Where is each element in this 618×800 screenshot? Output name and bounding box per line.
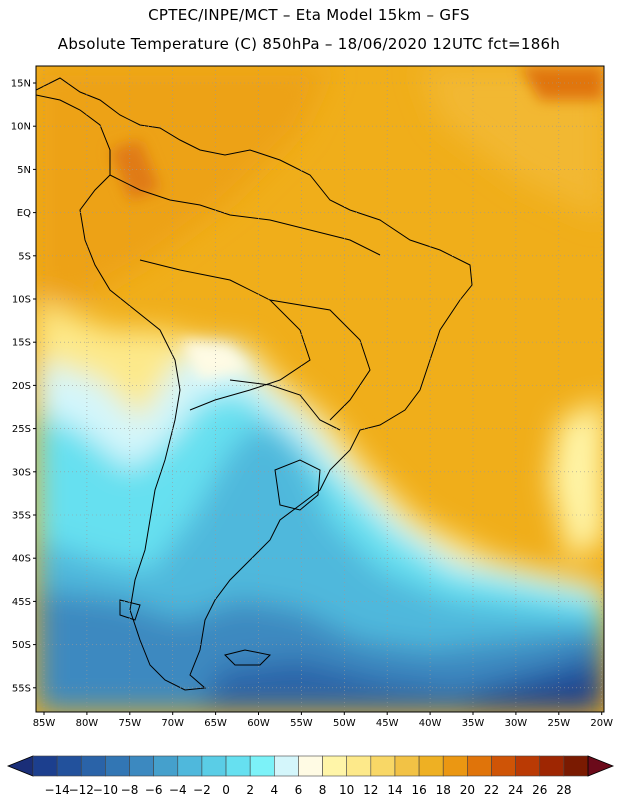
lat-label: 50S xyxy=(12,640,31,651)
lat-label: 45S xyxy=(12,597,31,608)
lat-label: 10S xyxy=(12,295,31,306)
lon-label: 30W xyxy=(505,718,528,729)
colorbar-swatch xyxy=(153,755,179,777)
colorbar-swatch xyxy=(346,755,372,777)
colorbar-label: 18 xyxy=(436,783,451,797)
colorbar-label: 28 xyxy=(556,783,571,797)
colorbar-swatch xyxy=(491,755,516,777)
colorbar: −14−12−10 −8 −6 −4 −2 0 2 4 6 8 10 12 14 16 18 20 22 24 26… xyxy=(6,755,615,797)
graticule xyxy=(36,66,604,712)
colorbar-label: 14 xyxy=(387,783,402,797)
lat-label: 5N xyxy=(17,165,31,176)
colorbar-swatch xyxy=(515,755,541,777)
colorbar-swatch xyxy=(201,755,227,777)
colorbar-label: 4 xyxy=(270,783,278,797)
lat-label: 25S xyxy=(12,424,31,435)
colorbar-label: −10 xyxy=(93,783,118,797)
colorbar-label: 16 xyxy=(411,783,426,797)
lat-label: 10N xyxy=(11,122,31,133)
colorbar-label: 12 xyxy=(363,783,378,797)
map-subtitle: Absolute Temperature (C) 850hPa – 18/06/… xyxy=(57,35,561,53)
lon-label: 40W xyxy=(419,718,442,729)
colorbar-label: 22 xyxy=(484,783,499,797)
colorbar-swatch xyxy=(80,755,106,777)
colorbar-swatch xyxy=(177,755,203,777)
lat-label: 5S xyxy=(18,251,31,262)
longitude-labels: 85W 80W 75W 70W 65W 60W 55W 50W 45W 40W 35W 30W 25W 2… xyxy=(33,712,613,729)
lon-label: 35W xyxy=(462,718,485,729)
colorbar-swatch xyxy=(225,755,251,777)
lat-label: 30S xyxy=(12,467,31,478)
lon-label: 65W xyxy=(204,718,227,729)
lat-label: 55S xyxy=(12,683,31,694)
lon-label: 50W xyxy=(333,718,356,729)
colorbar-swatch xyxy=(129,755,154,777)
lon-label: 85W xyxy=(33,718,56,729)
lat-label: 40S xyxy=(12,554,31,565)
lon-label: 45W xyxy=(376,718,399,729)
colorbar-swatch xyxy=(249,755,275,777)
colorbar-swatch xyxy=(322,755,347,777)
lat-label: 35S xyxy=(12,511,31,522)
lon-label: 75W xyxy=(118,718,141,729)
lat-label: 20S xyxy=(12,381,31,392)
colorbar-label: 26 xyxy=(532,783,547,797)
colorbar-label: −2 xyxy=(193,783,211,797)
lon-label: 55W xyxy=(290,718,313,729)
lon-label: 70W xyxy=(161,718,184,729)
lat-label: 15N xyxy=(11,79,31,90)
colorbar-label: 24 xyxy=(508,783,523,797)
colorbar-label: −8 xyxy=(121,783,139,797)
map-frame xyxy=(35,65,605,713)
colorbar-label: 8 xyxy=(319,783,327,797)
lon-label: 25W xyxy=(547,718,570,729)
lat-label: EQ xyxy=(17,208,31,219)
colorbar-label: −4 xyxy=(169,783,187,797)
colorbar-swatch xyxy=(394,755,420,777)
colorbar-swatch xyxy=(563,755,589,777)
colorbar-label: 6 xyxy=(295,783,303,797)
lon-label: 80W xyxy=(76,718,99,729)
colorbar-swatch xyxy=(105,755,130,777)
colorbar-label: −12 xyxy=(69,783,94,797)
latitude-labels: 15N 10N 5N EQ 5S 10S 15S 20S 25S 30S 35S 40S 45S 50S 5… xyxy=(11,79,36,694)
colorbar-swatch xyxy=(442,755,468,777)
colorbar-swatch xyxy=(370,755,396,777)
temperature-field xyxy=(36,66,604,712)
colorbar-swatch xyxy=(32,755,58,777)
colorbar-label: 2 xyxy=(246,783,254,797)
colorbar-swatch xyxy=(467,755,492,777)
colorbar-swatch xyxy=(298,755,323,777)
colorbar-swatch xyxy=(418,755,444,777)
colorbar-label: 20 xyxy=(460,783,475,797)
colorbar-label: −14 xyxy=(44,783,69,797)
colorbar-swatch xyxy=(274,755,299,777)
colorbar-arrow-high xyxy=(587,755,615,777)
colorbar-label: 0 xyxy=(222,783,230,797)
coastlines xyxy=(36,77,473,691)
colorbar-label: 10 xyxy=(339,783,354,797)
map-title: CPTEC/INPE/MCT – Eta Model 15km – GFS xyxy=(148,6,470,24)
colorbar-arrow-low xyxy=(6,755,34,777)
lon-label: 60W xyxy=(247,718,270,729)
colorbar-swatch xyxy=(56,755,82,777)
lon-label: 20W xyxy=(590,718,613,729)
colorbar-label: −6 xyxy=(145,783,163,797)
lat-label: 15S xyxy=(12,338,31,349)
colorbar-swatch xyxy=(539,755,565,777)
